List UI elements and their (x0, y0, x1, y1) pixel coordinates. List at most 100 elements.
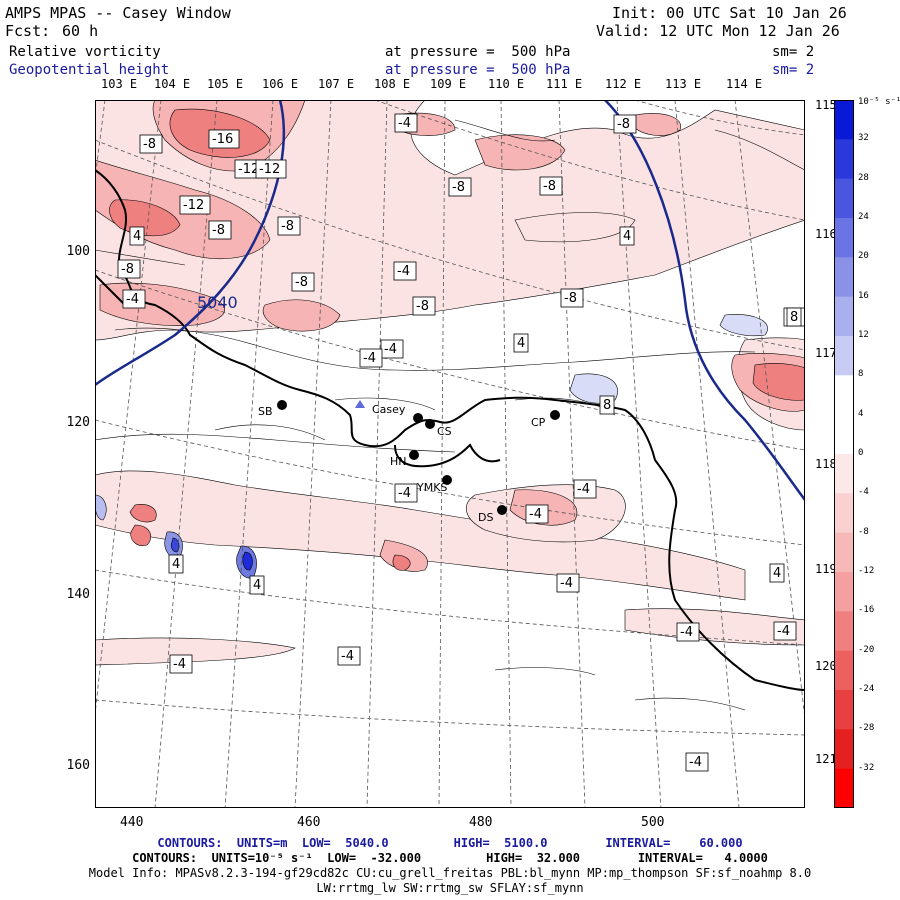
contour-label-box (556, 573, 580, 593)
station-label: CP (531, 416, 546, 429)
contour-label: 4 (773, 566, 781, 581)
contour-label-box (685, 752, 709, 772)
colorbar-segment (834, 139, 854, 180)
colorbar-segment (834, 375, 854, 416)
colorbar-segment (834, 218, 854, 258)
contour-label: -4 (363, 351, 376, 366)
contour-label: -8 (416, 299, 429, 314)
contour-label-box (773, 621, 797, 641)
contour-label-box (139, 134, 163, 154)
colorbar-label: 24 (858, 212, 869, 222)
contour-label-box (412, 296, 436, 316)
contour-label-box (337, 646, 361, 666)
contour-label: -4 (680, 625, 693, 640)
station-label: SB (258, 405, 273, 418)
colorbar-segment (834, 572, 854, 612)
lon-label-top: 110 E (488, 77, 525, 91)
contour-label-box (525, 504, 549, 524)
contour-label-box (513, 333, 529, 353)
contour-label-box (539, 176, 563, 196)
contour-label-box (786, 307, 802, 327)
lon-label-top: 104 E (154, 77, 191, 91)
casey-symbol (355, 400, 365, 408)
contour-label: -4 (341, 649, 354, 664)
contour-label-box (208, 220, 232, 240)
geopotential-label: 5040 (197, 293, 238, 312)
colorbar-segment (834, 493, 854, 534)
station-marker (550, 410, 560, 420)
x-axis-label: 460 (297, 815, 321, 830)
contour-label: -8 (295, 275, 308, 290)
coastline (95, 169, 805, 691)
lon-label-top: 108 E (374, 77, 411, 91)
colorbar-label: 20 (858, 251, 869, 262)
contour-label: -4 (384, 342, 397, 357)
station-label: HN (390, 455, 407, 468)
station-label: DS (478, 511, 493, 524)
vorticity-contours (95, 119, 805, 711)
contour-label: 4 (172, 557, 180, 572)
contour-label: -4 (397, 264, 410, 279)
colorbar-label: 28 (858, 172, 869, 183)
contour-label: 8 (790, 310, 798, 325)
vorticity-map: SB Casey CS HN YMKS DS CP 5040 -16-12-12… (95, 100, 805, 808)
contour-label: -4 (398, 486, 411, 501)
colorbar-segment (834, 100, 854, 140)
x-axis-label: 500 (641, 815, 665, 830)
contour-label: -12 (259, 162, 280, 177)
contour-label: 4 (133, 229, 141, 244)
contour-label: -4 (398, 116, 411, 131)
contour-label: 4 (253, 578, 261, 593)
contour-label-box (613, 114, 637, 134)
contour-label: -4 (689, 755, 702, 770)
field2-name: Geopotential height (9, 62, 170, 78)
lon-label-top: 107 E (318, 77, 355, 91)
lon-label-top: 105 E (207, 77, 244, 91)
colorbar-label: 16 (858, 290, 869, 301)
contour-label-box (277, 216, 301, 236)
colorbar-label: -8 (858, 526, 869, 537)
colorbar-segment (834, 296, 854, 337)
station-markers (277, 400, 560, 515)
colorbar-label: -28 (858, 723, 875, 734)
contour-label: -4 (560, 576, 573, 591)
colorbar-label: -20 (858, 644, 875, 655)
negative-vorticity-shading (95, 314, 768, 579)
contour-label-box (117, 259, 141, 279)
forecast-value: 60 h (62, 22, 99, 40)
lon-label-top: 113 E (665, 77, 702, 91)
contour-label: -4 (777, 624, 790, 639)
station-label: Casey (372, 403, 406, 416)
contour-label-box (249, 575, 265, 595)
colorbar-label: -32 (858, 762, 875, 773)
station-label: YMKS (416, 481, 447, 494)
lon-label-top: 109 E (430, 77, 467, 91)
lon-label-top: 106 E (262, 77, 299, 91)
contour-label: -8 (143, 137, 156, 152)
station-marker (277, 400, 287, 410)
init-time: Init: 00 UTC Sat 10 Jan 26 (612, 4, 847, 22)
footer-model-info-2: LW:rrtmg_lw SW:rrtmg_sw SFLAY:sf_mynn (316, 881, 584, 895)
contour-label-box (394, 483, 418, 503)
colorbar-segment (834, 690, 854, 730)
lon-label-top: 112 E (605, 77, 642, 91)
x-axis-label: 440 (120, 815, 144, 830)
contour-label-box (599, 395, 615, 415)
contour-label-box (168, 554, 184, 574)
contour-label-box (122, 289, 146, 309)
contour-label: -8 (452, 180, 465, 195)
contour-label: -8 (281, 219, 294, 234)
contour-label: 8 (603, 398, 611, 413)
colorbar-segment (834, 454, 854, 494)
contour-label-box (169, 654, 193, 674)
contour-label-box (560, 288, 584, 308)
station-marker (413, 413, 423, 423)
y-axis-label: 100 (66, 244, 90, 259)
y-axis-label: 120 (66, 415, 90, 430)
colorbar-segment (834, 729, 854, 770)
contour-label: 4 (517, 336, 525, 351)
footer-height-contours: CONTOURS: UNITS=m LOW= 5040.0 HIGH= 5100… (157, 836, 743, 850)
contour-label-box (769, 563, 785, 583)
contour-label-box (208, 129, 240, 149)
x-axis-label: 480 (469, 815, 493, 830)
